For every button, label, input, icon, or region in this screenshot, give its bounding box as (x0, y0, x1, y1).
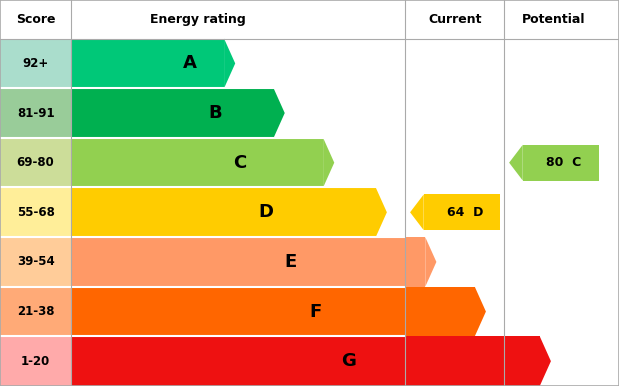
Bar (71, 39, 224, 88)
Bar (0, 237, 71, 287)
Bar (71, 237, 425, 287)
Bar (71, 336, 540, 386)
Text: 92+: 92+ (22, 57, 49, 70)
Bar (423, 195, 500, 230)
Text: 21-38: 21-38 (17, 305, 54, 318)
Text: 55-68: 55-68 (17, 206, 54, 219)
Text: 81-91: 81-91 (17, 107, 54, 120)
Text: Current: Current (428, 13, 482, 26)
Text: B: B (208, 104, 222, 122)
Text: Score: Score (16, 13, 55, 26)
Polygon shape (224, 39, 235, 88)
Bar (71, 287, 475, 336)
Polygon shape (425, 237, 436, 287)
Bar (0, 188, 71, 237)
Bar (0, 88, 71, 138)
Bar (71, 138, 323, 188)
Text: F: F (310, 303, 322, 320)
Bar (0, 138, 71, 188)
Text: E: E (285, 253, 297, 271)
Bar (0, 336, 71, 386)
Text: A: A (183, 54, 197, 73)
Polygon shape (509, 145, 522, 181)
Bar (71, 88, 274, 138)
Polygon shape (376, 188, 387, 237)
Text: D: D (259, 203, 274, 221)
Text: 80  C: 80 C (547, 156, 581, 169)
Bar (71, 188, 376, 237)
Text: 1-20: 1-20 (21, 355, 50, 368)
Bar (0, 287, 71, 336)
Text: Energy rating: Energy rating (150, 13, 246, 26)
Polygon shape (475, 287, 486, 336)
Text: G: G (340, 352, 356, 370)
Polygon shape (323, 138, 334, 188)
Text: 39-54: 39-54 (17, 256, 54, 268)
Bar (522, 145, 599, 181)
Polygon shape (274, 88, 285, 138)
Polygon shape (540, 336, 551, 386)
Polygon shape (410, 195, 423, 230)
Text: 64  D: 64 D (447, 206, 483, 219)
Text: C: C (233, 154, 246, 172)
Text: 69-80: 69-80 (17, 156, 54, 169)
Text: Potential: Potential (522, 13, 586, 26)
Bar (0, 39, 71, 88)
